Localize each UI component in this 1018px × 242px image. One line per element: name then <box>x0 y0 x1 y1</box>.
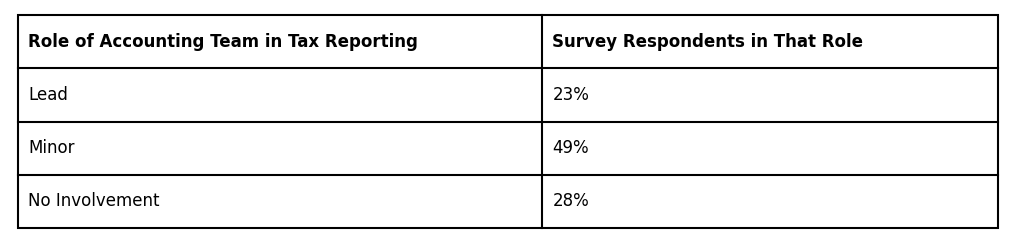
Text: Lead: Lead <box>29 86 68 104</box>
Text: 49%: 49% <box>553 139 589 157</box>
Text: 28%: 28% <box>553 192 589 210</box>
Text: 23%: 23% <box>553 86 589 104</box>
Text: Role of Accounting Team in Tax Reporting: Role of Accounting Team in Tax Reporting <box>29 33 417 51</box>
Text: Survey Respondents in That Role: Survey Respondents in That Role <box>553 33 863 51</box>
Text: Minor: Minor <box>29 139 74 157</box>
Text: No Involvement: No Involvement <box>29 192 160 210</box>
Bar <box>18 15 998 228</box>
